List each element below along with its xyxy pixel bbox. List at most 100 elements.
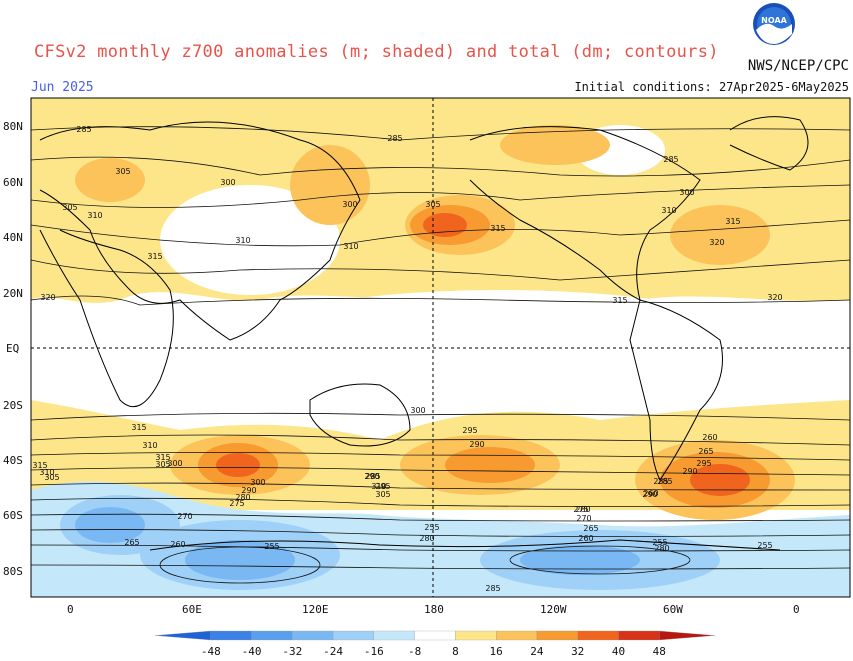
chart-title: CFSv2 monthly z700 anomalies (m; shaded)… [34, 42, 719, 62]
contour-label: 310 [343, 242, 358, 251]
contour-label: 265 [124, 538, 139, 547]
colorbar-label: 40 [612, 645, 625, 658]
contour-label: 300 [220, 178, 235, 187]
contour-label: 300 [250, 478, 265, 487]
lat-label: 60S [3, 509, 23, 522]
contour-label: 270 [576, 514, 591, 523]
contour-label: 310 [661, 206, 676, 215]
contour-label: 290 [241, 486, 256, 495]
contour-label: 305 [155, 460, 170, 469]
lon-label: 60E [182, 603, 202, 616]
contour-label: 260 [578, 534, 593, 543]
contour-label: 255 [424, 523, 439, 532]
colorbar-segment [251, 630, 293, 641]
negative-anomaly [520, 545, 640, 575]
lon-label: 0 [793, 603, 800, 616]
height-contours [31, 126, 850, 584]
colorbar-segment [154, 630, 211, 641]
colorbar-segment [414, 630, 456, 641]
colorbar-segment [496, 630, 538, 641]
lat-label: 20S [3, 399, 23, 412]
lat-label: 60N [3, 176, 23, 189]
strong-anomaly [445, 447, 535, 483]
agency-label: NWS/NCEP/CPC [747, 58, 849, 74]
colorbar-label: -24 [323, 645, 343, 658]
contour-label: 290 [364, 472, 379, 481]
colorbar-label: 32 [571, 645, 584, 658]
negative-anomaly [185, 540, 295, 580]
lat-label: 40N [3, 231, 23, 244]
contour-label: 280 [235, 493, 250, 502]
contour-label: 320 [767, 293, 782, 302]
contour-label: 275 [229, 499, 244, 508]
contour-label: 295 [375, 482, 390, 491]
contour-label: 255 [264, 542, 279, 551]
lon-label: 0 [67, 603, 74, 616]
contour-label: 300 [167, 459, 182, 468]
colorbar-label: -32 [282, 645, 302, 658]
contour-label: 305 [62, 203, 77, 212]
longitude-axis: 0 60E 120E 180 120W 60W 0 [67, 603, 800, 616]
contour-label: 310 [371, 482, 386, 491]
contour-label: 280 [575, 505, 590, 514]
contour-label: 295 [696, 459, 711, 468]
colorbar: -48 -40 -32 -24 -16 -8 8 16 24 32 40 48 [154, 630, 716, 658]
orange-patch [500, 125, 610, 165]
contour-label: 315 [131, 423, 146, 432]
contour-label: 285 [387, 134, 402, 143]
contour-label: 260 [643, 489, 658, 498]
colorbar-segment [618, 630, 660, 641]
contour-label: 290 [682, 467, 697, 476]
lon-label: 120E [302, 603, 329, 616]
colorbar-label: -8 [408, 645, 421, 658]
lon-label: 120W [540, 603, 567, 616]
contour-label: 285 [485, 584, 500, 593]
contour-label: 270 [177, 512, 192, 521]
contour-label: 305 [44, 473, 59, 482]
contour-label: 315 [147, 252, 162, 261]
contour-label: 305 [115, 167, 130, 176]
contour-label: 285 [653, 477, 668, 486]
negative-anomaly [75, 507, 145, 543]
contour-label: 285 [663, 155, 678, 164]
contour-label: 315 [725, 217, 740, 226]
colorbar-segment [536, 630, 578, 641]
lat-label: 40S [3, 454, 23, 467]
white-tropics [240, 290, 760, 390]
contour-labels: 2852852853053003103103153203053103003153… [32, 125, 782, 593]
contour-label: 260 [702, 433, 717, 442]
contour-label: 285 [657, 477, 672, 486]
colorbar-label: -40 [242, 645, 262, 658]
peak-anomaly [690, 464, 750, 496]
contour-label: 300 [410, 406, 425, 415]
map-area: 2852852853053003103103153203053103003153… [31, 98, 850, 597]
contour-label: 310 [87, 211, 102, 220]
noaa-logo: NOAA [753, 3, 795, 45]
colorbar-label: 8 [452, 645, 459, 658]
contour-label: 295 [462, 426, 477, 435]
contour-label: 310 [39, 468, 54, 477]
contour-label: 280 [654, 544, 669, 553]
white-asia [160, 185, 340, 295]
noaa-logo-text: NOAA [761, 16, 787, 25]
contour-label: 290 [642, 490, 657, 499]
colorbar-segment [210, 630, 252, 641]
contour-label: 255 [757, 541, 772, 550]
lon-label: 60W [663, 603, 683, 616]
contour-label: 320 [709, 238, 724, 247]
colorbar-segment [292, 630, 334, 641]
initial-conditions: Initial conditions: 27Apr2025-6May2025 [574, 80, 849, 94]
colorbar-label: -16 [364, 645, 384, 658]
contour-label: 290 [469, 440, 484, 449]
colorbar-label: 16 [490, 645, 503, 658]
colorbar-segment [332, 630, 374, 641]
contour-label: 260 [170, 540, 185, 549]
lat-label: EQ [6, 342, 19, 355]
colorbar-segment [577, 630, 619, 641]
latitude-axis: 80N 60N 40N 20N EQ 20S 40S 60S 80S [3, 120, 23, 578]
contour-label: 300 [342, 200, 357, 209]
colorbar-label: -48 [201, 645, 221, 658]
lat-label: 80S [3, 565, 23, 578]
contour-label: 265 [698, 447, 713, 456]
